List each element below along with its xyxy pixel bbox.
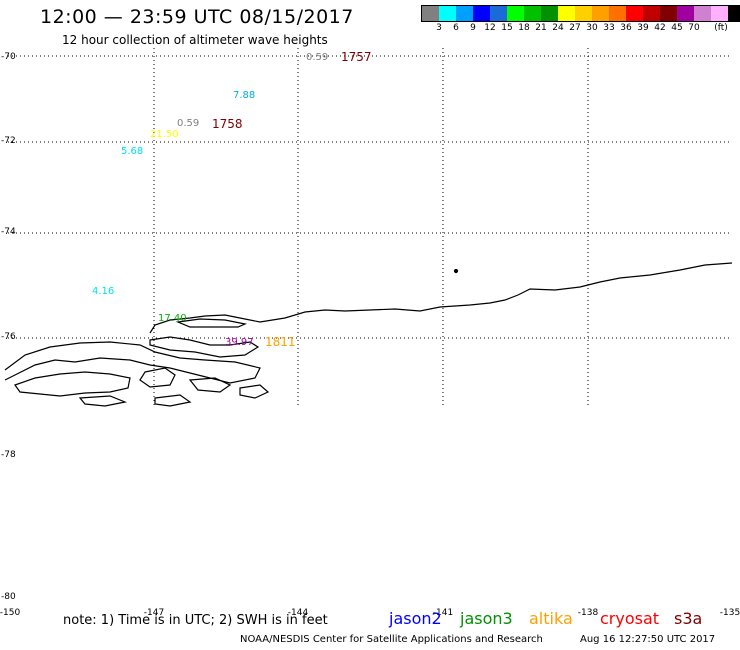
color-scale-tick-label: 18	[518, 23, 530, 33]
color-scale-tick-label: 9	[470, 23, 476, 33]
color-scale-tick-label: 30	[586, 23, 598, 33]
color-swatch	[422, 6, 439, 21]
wave-height-label: 0.59	[177, 118, 200, 129]
color-swatch	[592, 6, 609, 21]
satellite-name-jason3: jason3	[460, 609, 513, 628]
color-swatch	[524, 6, 541, 21]
page-title: 12:00 — 23:59 UTC 08/15/2017	[40, 6, 354, 28]
color-swatch	[711, 6, 728, 21]
color-scale-tick-label: 6	[453, 23, 459, 33]
color-swatch	[677, 6, 694, 21]
coastline-island	[14, 371, 131, 397]
coastline-island	[139, 367, 176, 388]
latitude-label: -80	[1, 592, 16, 602]
wave-height-label: 5.68	[121, 146, 144, 157]
longitude-label: -150	[0, 608, 21, 618]
color-swatch	[558, 6, 575, 21]
pass-time-label: 1757	[341, 50, 372, 64]
color-swatch	[626, 6, 643, 21]
pass-time-label: 1811	[265, 335, 296, 349]
color-swatch	[490, 6, 507, 21]
wave-height-label: 39.97	[225, 337, 254, 348]
color-swatch	[728, 6, 740, 21]
color-swatch	[507, 6, 524, 21]
color-swatch	[575, 6, 592, 21]
satellite-name-jason2: jason2	[389, 609, 442, 628]
coastline-island	[78, 395, 128, 407]
coastline	[4, 262, 733, 407]
color-scale-tick-label: 33	[603, 23, 615, 33]
wave-height-label: 21.50	[150, 129, 179, 140]
coastline-ice-shelf	[149, 262, 733, 334]
color-swatch	[643, 6, 660, 21]
color-swatch	[473, 6, 490, 21]
longitude-label: -141	[432, 608, 454, 618]
color-swatch	[694, 6, 711, 21]
satellite-name-s3a: s3a	[674, 609, 703, 628]
color-swatch	[660, 6, 677, 21]
wave-height-label: 4.16	[92, 286, 115, 297]
coastline-island	[239, 384, 270, 399]
color-scale-tick-label: 21	[535, 23, 547, 33]
coastline-islet	[453, 268, 459, 274]
coastline-island	[149, 336, 260, 358]
longitude-label: -144	[287, 608, 309, 618]
color-scale-tick-label: 42	[654, 23, 666, 33]
color-scale-tick-label: 27	[569, 23, 581, 33]
latitude-label: -70	[1, 52, 16, 62]
longitude-label: -138	[577, 608, 599, 618]
color-swatch	[456, 6, 473, 21]
coastline-island	[175, 318, 248, 328]
coastline-island	[154, 394, 192, 407]
coastline-peninsula	[4, 341, 261, 384]
credit-line: NOAA/NESDIS Center for Satellite Applica…	[240, 634, 543, 645]
satellite-name-cryosat: cryosat	[600, 609, 660, 628]
color-scale-tick-label: 36	[620, 23, 632, 33]
wave-height-label: 0.59	[306, 52, 329, 63]
latitude-label: -74	[1, 227, 16, 237]
color-scale-tick-label: 3	[436, 23, 442, 33]
color-scale-bar	[421, 5, 740, 22]
latitude-label: -72	[1, 136, 16, 146]
color-swatch	[439, 6, 456, 21]
coastline-island	[188, 377, 232, 393]
page-subtitle: 12 hour collection of altimeter wave hei…	[62, 33, 328, 47]
color-scale-tick-label: 45	[671, 23, 683, 33]
color-scale-tick-label: 39	[637, 23, 649, 33]
color-scale-tick-label: 24	[552, 23, 564, 33]
color-scale-tick-label: 70	[688, 23, 700, 33]
footer-note: note: 1) Time is in UTC; 2) SWH is in fe…	[63, 613, 328, 628]
longitude-label: -147	[143, 608, 165, 618]
color-scale-tick-label: 15	[501, 23, 513, 33]
color-swatch	[541, 6, 558, 21]
wave-height-label: 17.40	[158, 313, 187, 324]
pass-time-label: 1758	[212, 117, 243, 131]
generation-timestamp: Aug 16 12:27:50 UTC 2017	[580, 634, 716, 645]
color-scale-unit: (ft)	[714, 23, 728, 33]
satellite-name-altika: altika	[529, 609, 573, 628]
wave-height-label: 7.88	[233, 90, 256, 101]
latitude-label: -78	[1, 450, 16, 460]
color-swatch	[609, 6, 626, 21]
longitude-label: -135	[719, 608, 740, 618]
latitude-label: -76	[1, 332, 16, 342]
graticule-grid	[8, 48, 732, 405]
color-scale-tick-label: 12	[484, 23, 496, 33]
